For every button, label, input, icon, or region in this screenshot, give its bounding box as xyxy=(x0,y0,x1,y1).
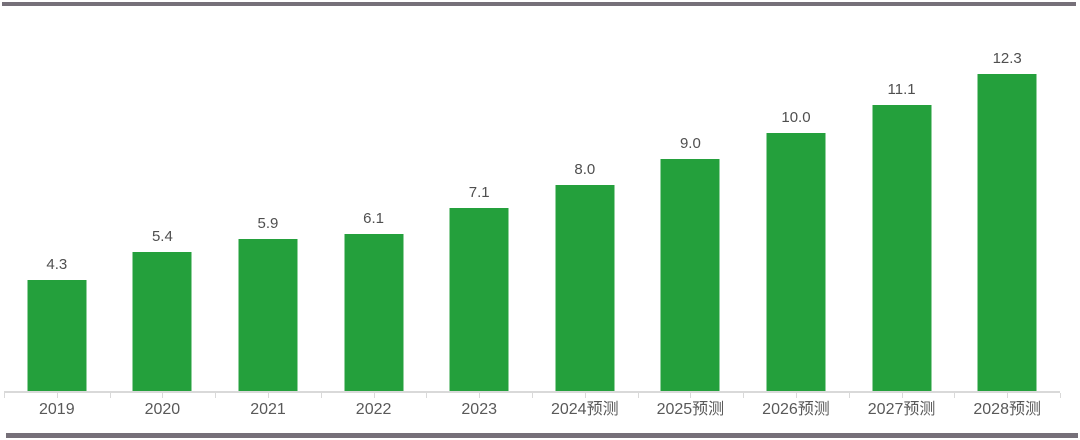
x-axis-tick xyxy=(56,393,58,398)
x-axis-tick xyxy=(690,393,692,398)
x-axis-tick xyxy=(320,393,322,398)
bar xyxy=(27,280,87,391)
x-axis-tick xyxy=(109,393,111,398)
bar xyxy=(132,252,192,391)
bar-group: 8.0 xyxy=(532,0,638,391)
bar xyxy=(872,105,932,391)
x-axis-tick-label: 2026预测 xyxy=(762,401,830,418)
bar xyxy=(238,239,298,391)
x-axis-tick xyxy=(848,393,850,398)
bar-group: 12.3 xyxy=(954,0,1060,391)
top-divider-rule xyxy=(2,2,1076,6)
x-axis-tick xyxy=(637,393,639,398)
bar-group: 7.1 xyxy=(426,0,532,391)
bar-value-label: 5.4 xyxy=(151,228,173,245)
x-axis-tick xyxy=(373,393,375,398)
bar-value-label: 6.1 xyxy=(363,210,385,227)
bar-group: 11.1 xyxy=(849,0,955,391)
bar-value-label: 9.0 xyxy=(679,135,701,152)
bar xyxy=(660,159,720,391)
bar-group: 10.0 xyxy=(743,0,849,391)
bar xyxy=(977,74,1037,391)
x-axis-tick-label: 2022 xyxy=(355,401,392,418)
x-axis-tick xyxy=(1007,393,1009,398)
x-axis-tick-label: 2020 xyxy=(144,401,181,418)
x-axis-tick xyxy=(426,393,428,398)
bar-value-label: 10.0 xyxy=(781,109,811,126)
bar xyxy=(555,185,615,391)
x-axis-tick-label: 2027预测 xyxy=(867,401,936,418)
bar xyxy=(766,133,826,391)
x-axis-tick xyxy=(584,393,586,398)
x-axis-tick-label: 2028预测 xyxy=(973,401,1041,418)
plot-area: 4.3 5.4 5.9 6.1 7.1 8.0 9.0 10.0 11.1 12.3 xyxy=(4,0,1061,398)
bar-group: 5.9 xyxy=(215,0,321,391)
x-axis-tick xyxy=(268,393,269,398)
bar-group: 5.4 xyxy=(110,0,216,391)
x-axis-tick xyxy=(4,393,5,398)
bar xyxy=(344,234,404,391)
bar-value-label: 8.0 xyxy=(574,161,596,178)
bar-group: 6.1 xyxy=(321,0,427,391)
x-axis-tick xyxy=(479,393,481,398)
x-axis-tick-label: 2025预测 xyxy=(656,401,725,418)
bar-value-label: 5.9 xyxy=(257,215,279,232)
x-axis-tick-label: 2024预测 xyxy=(550,401,619,418)
bar xyxy=(449,208,509,391)
bar-group: 9.0 xyxy=(638,0,744,391)
x-axis-tick xyxy=(162,393,164,398)
x-axis-tick xyxy=(1060,393,1061,398)
bottom-divider-rule xyxy=(6,433,1078,438)
bar-value-label: 4.3 xyxy=(46,256,68,273)
x-axis-tick xyxy=(796,393,797,398)
bar-value-label: 12.3 xyxy=(992,50,1022,67)
x-axis-tick xyxy=(901,393,903,398)
x-axis-tick xyxy=(954,393,956,398)
bar-value-label: 7.1 xyxy=(468,184,490,201)
x-axis-tick xyxy=(743,393,745,398)
x-axis-line xyxy=(4,391,1060,393)
x-axis-tick-label: 2023 xyxy=(461,401,497,418)
x-axis-tick xyxy=(215,393,217,398)
x-axis-tick-label: 2019 xyxy=(39,401,75,418)
bar-group: 4.3 xyxy=(4,0,110,391)
bar-value-label: 11.1 xyxy=(887,81,916,98)
x-axis-tick xyxy=(532,393,533,398)
x-axis-tick-label: 2021 xyxy=(250,401,286,418)
